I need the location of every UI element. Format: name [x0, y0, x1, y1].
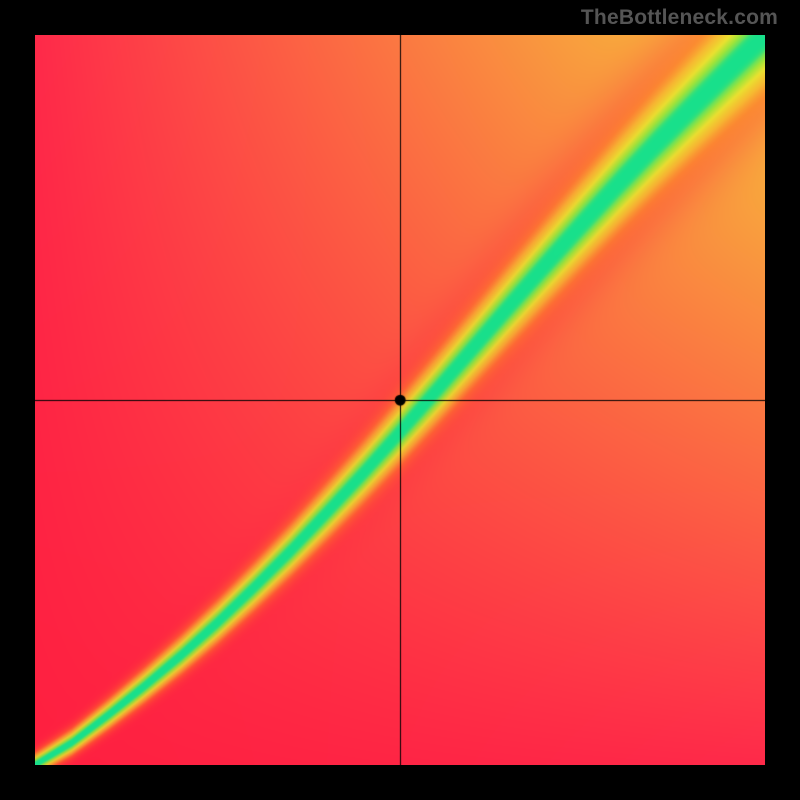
plot-area: [35, 35, 765, 765]
heatmap-canvas: [35, 35, 765, 765]
attribution-label: TheBottleneck.com: [581, 6, 778, 30]
chart-container: TheBottleneck.com: [0, 0, 800, 800]
